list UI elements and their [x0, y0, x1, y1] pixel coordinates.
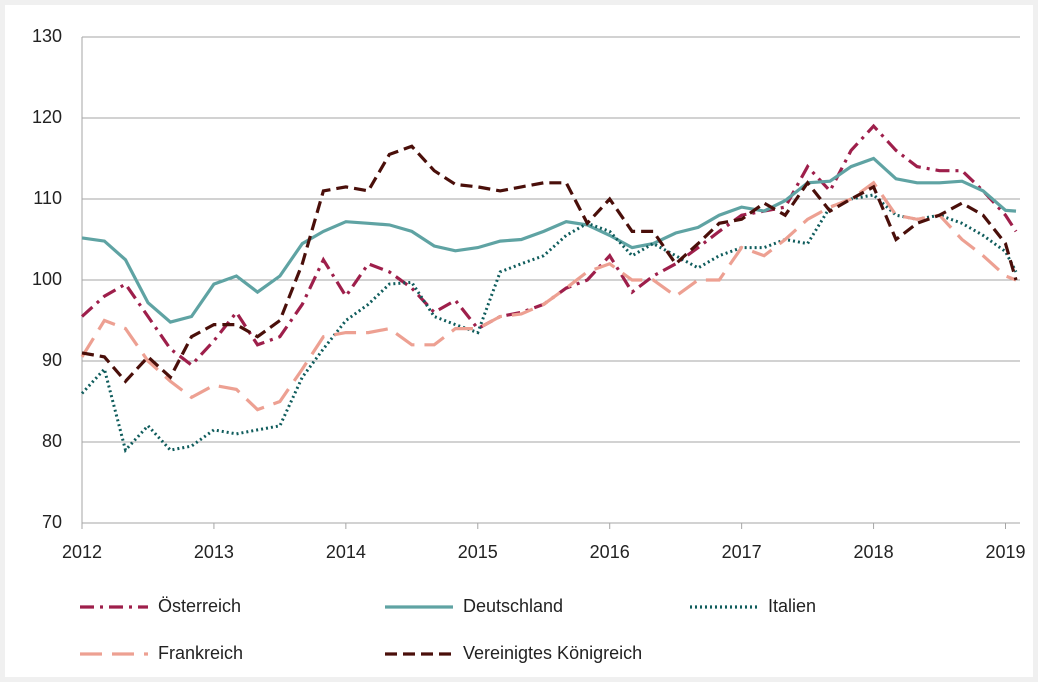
legend-label: Deutschland	[463, 596, 563, 616]
legend-label: Italien	[768, 596, 816, 616]
series-line	[81, 144, 1018, 384]
x-tick-label: 2019	[985, 542, 1025, 562]
x-tick-label: 2014	[326, 542, 366, 562]
x-tick-label: 2015	[458, 542, 498, 562]
y-tick-label: 80	[42, 431, 62, 451]
legend-label: Vereinigtes Königreich	[463, 643, 642, 663]
series-line	[80, 180, 1017, 412]
y-tick-label: 100	[32, 269, 62, 289]
series-line	[80, 123, 1018, 368]
chart-area	[5, 5, 1033, 677]
y-tick-label: 70	[42, 512, 62, 532]
x-tick-label: 2012	[62, 542, 102, 562]
legend-label: Frankreich	[158, 643, 243, 663]
y-tick-label: 130	[32, 26, 62, 46]
x-tick-label: 2018	[854, 542, 894, 562]
legend-label: Österreich	[158, 596, 241, 616]
x-tick-label: 2016	[590, 542, 630, 562]
x-tick-label: 2017	[722, 542, 762, 562]
y-tick-label: 120	[32, 107, 62, 127]
y-tick-label: 90	[42, 350, 62, 370]
x-tick-label: 2013	[194, 542, 234, 562]
series-line	[81, 156, 1017, 324]
y-tick-label: 110	[33, 188, 62, 208]
